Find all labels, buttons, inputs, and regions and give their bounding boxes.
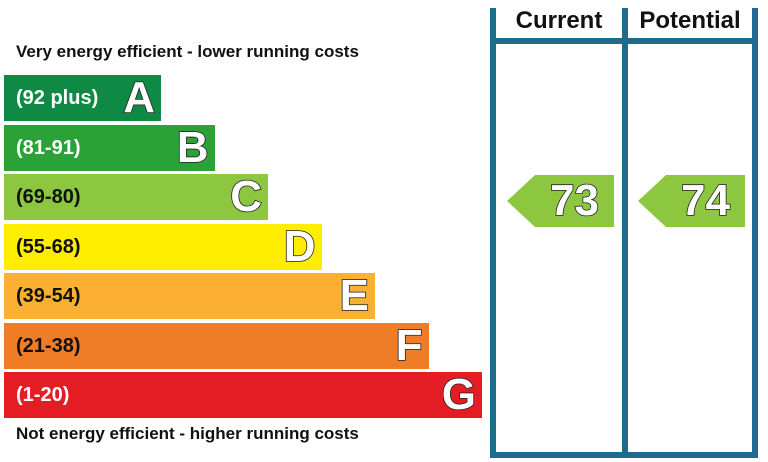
band-c: (69-80) C <box>4 172 268 221</box>
band-e: (39-54) E <box>4 271 375 320</box>
band-c-letter: C <box>229 172 262 221</box>
band-b-letter: B <box>176 122 209 172</box>
bottom-rule <box>490 452 758 458</box>
band-b: (81-91) B <box>4 122 215 172</box>
band-e-letter: E <box>339 271 370 320</box>
band-f: (21-38) F <box>4 320 429 370</box>
band-c-range: (69-80) <box>16 186 81 208</box>
potential-rating-arrow: 74 <box>638 175 745 227</box>
band-a-letter: A <box>122 73 155 122</box>
current-rating-value: 73 <box>549 175 600 226</box>
band-e-range: (39-54) <box>16 285 81 307</box>
band-f-range: (21-38) <box>16 334 81 357</box>
column-divider-right <box>752 8 758 454</box>
potential-rating-arrow-shape <box>638 175 745 227</box>
band-g-letter: G <box>441 370 477 419</box>
band-f-letter: F <box>395 320 423 370</box>
header-rule <box>490 38 758 44</box>
band-a-range: (92 plus) <box>16 87 99 109</box>
band-d-range: (55-68) <box>16 235 81 258</box>
band-g-range: (1-20) <box>16 384 70 406</box>
band-d-letter: D <box>283 221 316 271</box>
current-rating-arrow-shape <box>507 175 614 227</box>
band-d: (55-68) D <box>4 221 322 271</box>
current-rating-arrow: 73 <box>507 175 614 227</box>
column-divider-middle <box>622 8 628 454</box>
potential-column-header: Potential <box>639 7 741 34</box>
band-b-range: (81-91) <box>16 136 81 159</box>
caption-very-efficient: Very energy efficient - lower running co… <box>16 42 359 61</box>
band-g: (1-20) G <box>4 370 482 419</box>
potential-rating-arrow-polygon <box>638 175 745 227</box>
current-column-header: Current <box>515 7 603 34</box>
current-rating-arrow-polygon <box>507 175 614 227</box>
column-divider-left <box>490 8 496 454</box>
potential-rating-value: 74 <box>680 175 731 226</box>
caption-not-efficient: Not energy efficient - higher running co… <box>16 424 359 443</box>
band-a: (92 plus) A <box>4 73 161 122</box>
